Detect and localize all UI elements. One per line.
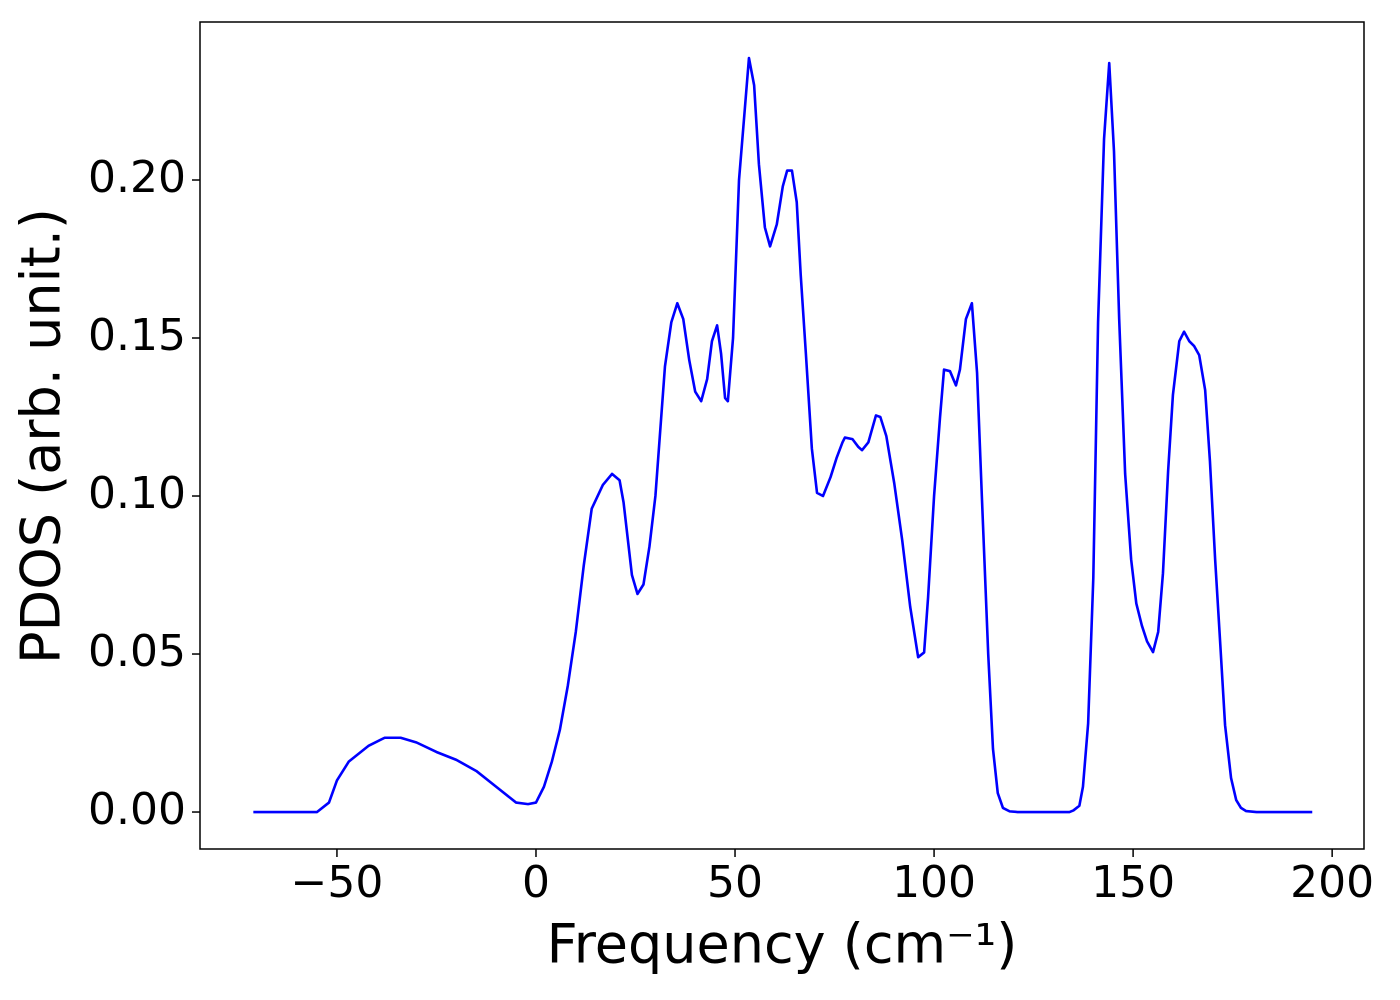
plot-frame: [199, 21, 1365, 850]
y-tick-label: 0.15: [88, 310, 186, 361]
y-axis-label: PDOS (arb. unit.): [10, 208, 73, 664]
x-tick-label: 200: [1290, 857, 1374, 908]
x-tick-label: 50: [707, 857, 763, 908]
x-tick-label: 0: [522, 857, 550, 908]
y-tick-label: 0.20: [88, 152, 186, 203]
data-line: [253, 56, 1313, 814]
x-tick-label: −50: [291, 857, 384, 908]
y-tick-label: 0.00: [88, 784, 186, 835]
x-tick-label: 100: [892, 857, 976, 908]
x-tick-label: 150: [1091, 857, 1175, 908]
y-tick-label: 0.05: [88, 626, 186, 677]
x-axis-label: Frequency (cm⁻¹): [547, 913, 1018, 976]
y-tick-label: 0.10: [88, 468, 186, 519]
